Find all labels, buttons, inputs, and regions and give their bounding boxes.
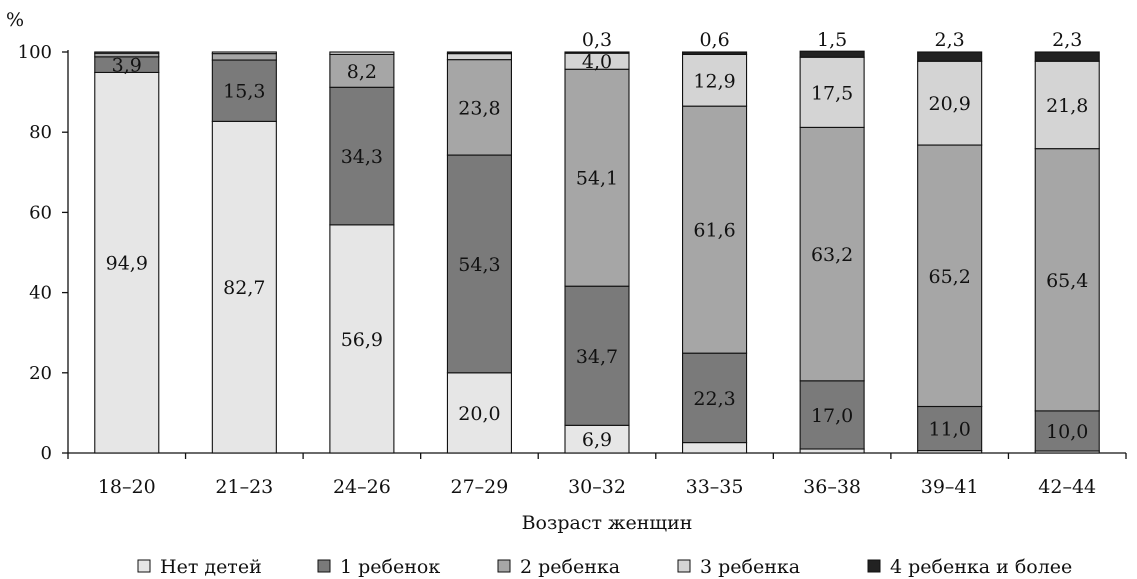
data-label-39-41-s4: 2,3 xyxy=(935,29,965,51)
bar-segment-42-44-s1 xyxy=(1034,410,1100,452)
data-label-42-44-s2: 65,4 xyxy=(1046,270,1088,292)
bar-segment-24-26-s3 xyxy=(329,51,395,55)
data-label-30-32-s2: 54,1 xyxy=(576,168,618,190)
x-tick-label: 24–26 xyxy=(333,476,391,498)
bar-segment-24-26-s0 xyxy=(329,224,395,454)
data-label-36-38-s1: 17,0 xyxy=(811,405,853,427)
bar-segment-21-23-s0 xyxy=(211,120,277,454)
bar-segment-24-26-s1 xyxy=(329,86,395,226)
y-tick-label: 80 xyxy=(29,122,52,143)
bar-segment-21-23-s3 xyxy=(211,51,277,55)
data-label-21-23-s0: 82,7 xyxy=(223,277,265,299)
data-label-39-41-s2: 65,2 xyxy=(929,266,971,288)
legend-label-s0: Нет детей xyxy=(160,556,262,578)
y-axis-unit-label: % xyxy=(6,9,24,31)
data-label-18-20-s1: 3,9 xyxy=(112,55,142,77)
legend-swatch-s1 xyxy=(317,559,331,573)
y-tick-label: 20 xyxy=(29,363,52,384)
bar-segment-39-41-s1 xyxy=(917,405,983,452)
data-label-21-23-s1: 15,3 xyxy=(223,81,265,103)
bar-segment-30-32-s0 xyxy=(564,424,630,454)
data-label-36-38-s4: 1,5 xyxy=(817,29,847,51)
y-tick-label: 60 xyxy=(29,202,52,223)
data-label-36-38-s2: 63,2 xyxy=(811,244,853,266)
x-tick-label: 21–23 xyxy=(215,476,273,498)
bar-segment-24-26-s2 xyxy=(329,53,395,88)
y-tick-label: 100 xyxy=(18,42,52,63)
bar-segment-36-38-s2 xyxy=(799,126,865,382)
data-label-27-29-s2: 23,8 xyxy=(458,97,500,119)
x-tick-label: 27–29 xyxy=(451,476,509,498)
data-label-33-35-s4: 0,6 xyxy=(699,29,729,51)
data-label-30-32-s0: 6,9 xyxy=(582,429,612,451)
bar-segment-18-20-s3 xyxy=(94,51,160,54)
bar-segment-33-35-s4 xyxy=(682,51,748,55)
bar-segment-42-44-s3 xyxy=(1034,60,1100,150)
bar-segment-36-38-s4 xyxy=(799,50,865,58)
data-label-30-32-s3: 4,0 xyxy=(582,51,612,73)
data-label-27-29-s0: 20,0 xyxy=(458,403,500,425)
bar-segment-39-41-s3 xyxy=(917,60,983,146)
x-tick-label: 39–41 xyxy=(921,476,979,498)
data-label-33-35-s1: 22,3 xyxy=(693,388,735,410)
x-tick-label: 33–35 xyxy=(686,476,744,498)
bar-segment-39-41-s4 xyxy=(917,51,983,62)
y-axis: 0 20 40 60 80 100 xyxy=(18,42,69,464)
bar-segment-27-29-s2 xyxy=(446,59,512,156)
legend-label-s1: 1 ребенок xyxy=(340,556,440,578)
bar-segment-30-32-s4 xyxy=(564,51,630,54)
y-tick-label: 0 xyxy=(41,443,52,464)
bar-segment-21-23-s2 xyxy=(211,53,277,61)
legend-swatch-s2 xyxy=(497,559,511,573)
bar-segment-21-23-s1 xyxy=(211,59,277,122)
data-label-33-35-s3: 12,9 xyxy=(693,70,735,92)
data-label-39-41-s1: 11,0 xyxy=(929,419,971,441)
legend-swatch-s3 xyxy=(677,559,691,573)
bar-segment-27-29-s0 xyxy=(446,372,512,454)
data-label-18-20-s0: 94,9 xyxy=(106,253,148,275)
data-label-24-26-s2: 8,2 xyxy=(347,61,377,83)
data-label-30-32-s1: 34,7 xyxy=(576,346,618,368)
bar-segment-27-29-s3 xyxy=(446,53,512,61)
bar-segment-42-44-s2 xyxy=(1034,148,1100,412)
legend-label-s2: 2 ребенка xyxy=(520,556,620,578)
bar-segment-36-38-s0 xyxy=(799,448,865,454)
data-label-42-44-s3: 21,8 xyxy=(1046,95,1088,117)
x-axis: 18–20 21–23 24–26 27–29 30–32 33–35 36–38 39–41… xyxy=(67,452,1127,498)
data-label-24-26-s1: 34,3 xyxy=(341,146,383,168)
y-tick-label: 40 xyxy=(29,283,52,304)
data-label-36-38-s3: 17,5 xyxy=(811,82,853,104)
x-tick-label: 42–44 xyxy=(1038,476,1096,498)
bar-segment-30-32-s1 xyxy=(564,285,630,426)
legend-swatch-s4 xyxy=(867,559,881,573)
bar-segment-39-41-s2 xyxy=(917,144,983,408)
bar-segment-27-29-s1 xyxy=(446,154,512,374)
x-tick-label: 36–38 xyxy=(803,476,861,498)
bar-segment-27-29-s4 xyxy=(446,51,512,55)
data-label-24-26-s0: 56,9 xyxy=(341,329,383,351)
data-label-42-44-s1: 10,0 xyxy=(1046,421,1088,443)
data-label-30-32-s4: 0,3 xyxy=(582,29,612,51)
bar-segment-33-35-s0 xyxy=(682,442,748,454)
data-label-33-35-s2: 61,6 xyxy=(693,220,735,242)
bar-segment-36-38-s1 xyxy=(799,380,865,450)
x-tick-label: 30–32 xyxy=(568,476,626,498)
bar-segment-30-32-s2 xyxy=(564,68,630,287)
data-label-27-29-s1: 54,3 xyxy=(458,254,500,276)
legend-label-s3: 3 ребенка xyxy=(700,556,800,578)
data-labels: 94,9 3,9 82,7 15,3 56,9 34,3 8,2 20,0 54,3 23,8 6,… xyxy=(106,29,1089,451)
bars xyxy=(94,50,1100,454)
bar-segment-36-38-s3 xyxy=(799,56,865,128)
legend-label-s4: 4 ребенка и более xyxy=(890,556,1072,578)
data-label-42-44-s4: 2,3 xyxy=(1052,29,1082,51)
x-tick-label: 18–20 xyxy=(98,476,156,498)
data-label-39-41-s3: 20,9 xyxy=(929,93,971,115)
bar-segment-33-35-s3 xyxy=(682,53,748,107)
legend: Нет детей 1 ребенок 2 ребенка 3 ребенка 4 ре… xyxy=(137,556,1072,578)
legend-swatch-s0 xyxy=(137,559,151,573)
bar-segment-33-35-s2 xyxy=(682,105,748,354)
x-axis-title: Возраст женщин xyxy=(522,512,693,534)
bar-segment-42-44-s4 xyxy=(1034,51,1100,62)
